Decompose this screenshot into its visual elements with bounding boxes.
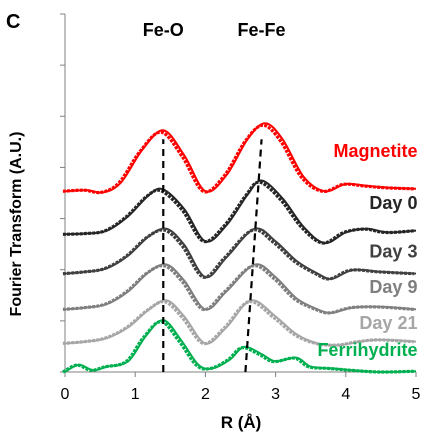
- series-data-line: [62, 320, 414, 374]
- x-tick-label: 5: [412, 386, 421, 403]
- series-label: Day 0: [369, 193, 417, 213]
- annotation-fe-fe: Fe-Fe: [238, 20, 286, 373]
- series-label: Day 21: [359, 313, 417, 333]
- series-label: Ferrihydrite: [317, 340, 417, 360]
- x-tick-label: 4: [341, 386, 350, 403]
- y-axis-label: Fourier Transform (A.U.): [8, 132, 25, 317]
- panel-label: C: [6, 11, 20, 33]
- series-data-line: [62, 123, 414, 195]
- annotation-layer: Fe-O Fe-Fe: [143, 20, 286, 373]
- series-data-line: [62, 228, 414, 281]
- series-day-3: Day 3: [62, 227, 417, 281]
- series-day-9: Day 9: [62, 263, 417, 315]
- annotation-label: Fe-O: [143, 20, 184, 40]
- series-label: Day 9: [369, 277, 417, 297]
- series-fit-line: [64, 179, 417, 245]
- series-data-line: [62, 180, 415, 245]
- x-tick-label: 3: [271, 386, 280, 403]
- x-tick-label: 0: [61, 386, 70, 403]
- x-tick-label: 1: [131, 386, 140, 403]
- series-magnetite: Magnetite: [62, 122, 417, 195]
- x-axis-label: R (Å): [221, 413, 262, 432]
- series-day-21: Day 21: [62, 299, 417, 347]
- series-data-line: [62, 299, 414, 347]
- series-label: Day 3: [369, 241, 417, 261]
- series-ferrihydrite: Ferrihydrite: [62, 319, 417, 374]
- series-day-0: Day 0: [62, 179, 417, 245]
- series-data-line: [62, 264, 415, 315]
- annotation-label: Fe-Fe: [238, 20, 286, 40]
- annotation-line: [244, 139, 263, 373]
- series-label: Magnetite: [333, 141, 417, 161]
- annotation-fe-o: Fe-O: [143, 20, 184, 372]
- series-layer: Magnetite Day 0 Day 3 Day 9 Day 21 Ferrihydri…: [62, 122, 417, 374]
- x-tick-label: 2: [201, 386, 210, 403]
